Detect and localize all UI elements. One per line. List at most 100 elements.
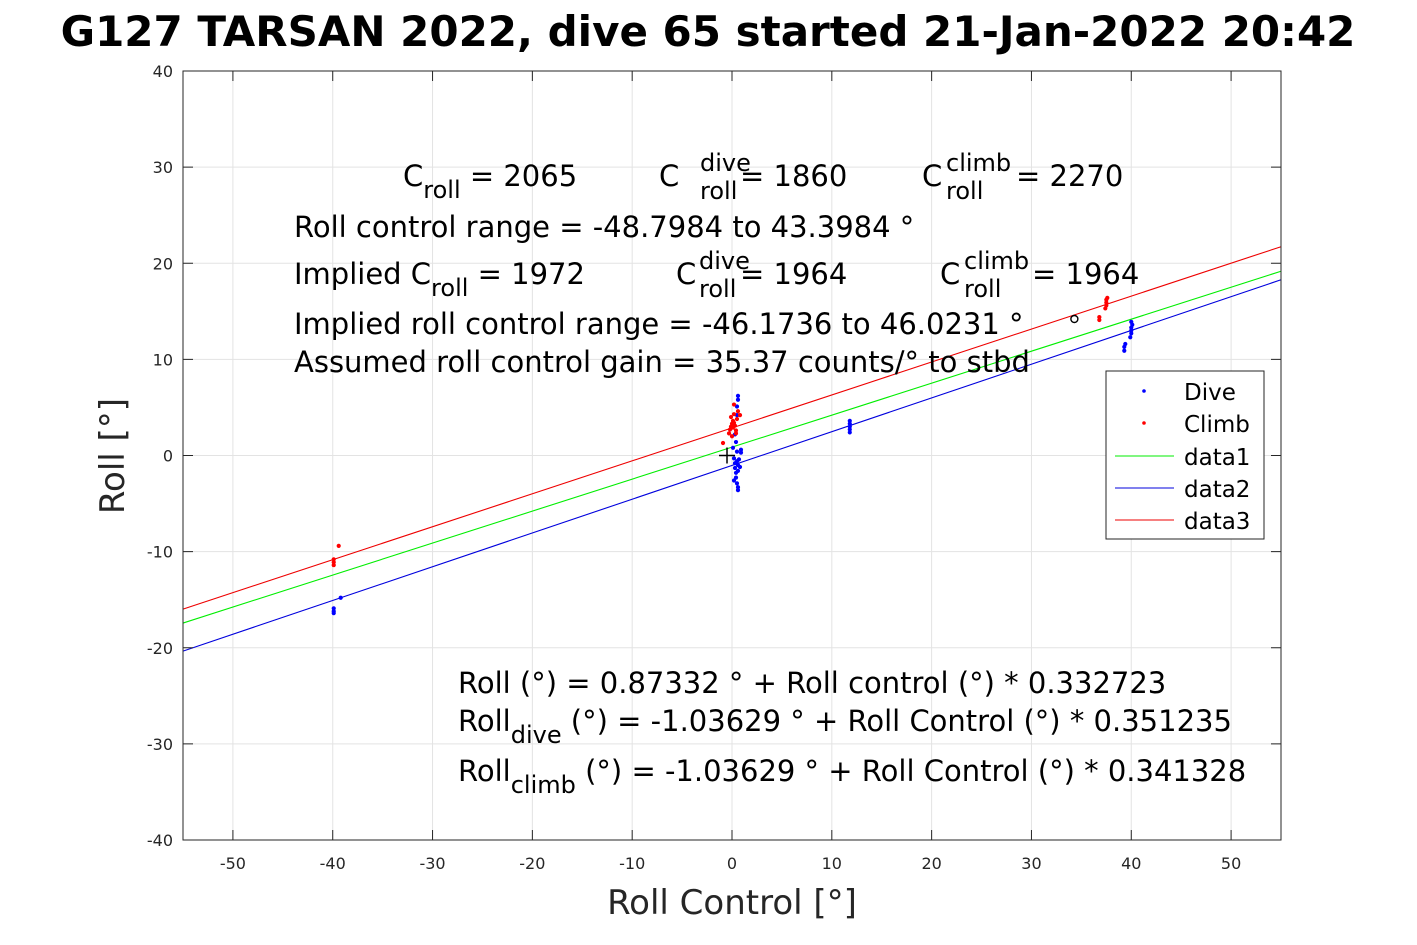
- dive-point: [735, 468, 741, 473]
- annotation-roll-control-range: Roll control range = -48.7984 to 43.3984…: [294, 210, 914, 244]
- annotation-implied-c-roll: Implied Croll = 1972: [294, 257, 585, 302]
- climb-point: [731, 402, 737, 407]
- x-tick-label: 20: [921, 854, 941, 873]
- annotation-implied-c-dive-value: = 1964: [740, 257, 847, 291]
- annotation-implied-c-climb-value: = 1964: [1032, 257, 1139, 291]
- y-tick-label: -30: [147, 735, 173, 754]
- x-tick-label: 30: [1021, 854, 1041, 873]
- y-tick-label: -40: [147, 831, 173, 850]
- annotation-c-climb-sup: climb: [946, 149, 1011, 177]
- climb-point: [1104, 303, 1109, 308]
- dive-point: [1129, 319, 1134, 324]
- climb-point: [1097, 317, 1102, 323]
- dive-point: [734, 404, 740, 409]
- legend-box: [1105, 370, 1265, 540]
- dive-point: [847, 430, 852, 435]
- annotation-fit-roll: Roll (°) = 0.87332 ° + Roll control (°) …: [458, 666, 1166, 700]
- climb-point: [737, 413, 743, 418]
- legend-data3-label: data3: [1184, 509, 1250, 535]
- dive-point: [1123, 341, 1128, 347]
- legend-dive-label: Dive: [1184, 380, 1236, 406]
- dive-point: [735, 485, 741, 490]
- y-tick-label: 40: [153, 62, 173, 81]
- climb-point: [331, 562, 336, 568]
- dive-point: [738, 450, 744, 455]
- data-points: [331, 295, 1135, 616]
- climb-point: [733, 431, 739, 436]
- x-tick-label: 0: [727, 854, 737, 873]
- legend: Dive Climb data1 data2 data3: [1105, 370, 1265, 540]
- dive-point: [732, 465, 738, 471]
- x-tick-label: 40: [1121, 854, 1141, 873]
- y-tick-label: 10: [153, 350, 173, 369]
- dive-point: [1128, 335, 1133, 340]
- axis-ticks: -50 -40 -30 -20 -10 0 10 20 30 40 50 -40 -30 -20 -10 0 1…: [147, 62, 1281, 873]
- climb-point: [730, 425, 736, 430]
- y-tick-label: 20: [153, 254, 173, 273]
- annotation-control-gain: Assumed roll control gain = 35.37 counts…: [294, 345, 1030, 379]
- dive-point: [735, 393, 741, 399]
- climb-point: [731, 420, 737, 425]
- legend-climb-marker: [1142, 421, 1146, 425]
- dive-point: [731, 478, 737, 483]
- annotation-implied-c-climb-sup: climb: [964, 247, 1029, 275]
- annotation-implied-c-climb-sub: roll: [964, 275, 1001, 303]
- climb-point: [728, 414, 734, 420]
- dive-point: [733, 439, 739, 445]
- legend-data2-label: data2: [1184, 477, 1250, 503]
- dive-point: [731, 456, 737, 461]
- dive-point: [331, 606, 336, 611]
- climb-point: [336, 543, 341, 548]
- special-markers: [719, 314, 1079, 464]
- climb-point: [331, 557, 336, 562]
- annotation-implied-c-climb-label: C: [940, 257, 960, 291]
- annotation-c-roll: Croll = 2065: [403, 159, 577, 204]
- dive-point: [738, 447, 744, 452]
- x-tick-label: 50: [1221, 854, 1241, 873]
- dive-point: [730, 445, 736, 450]
- annotation-implied-c-dive-sub: roll: [699, 275, 736, 303]
- dive-point: [847, 418, 852, 423]
- x-tick-label: -40: [320, 854, 346, 873]
- climb-point: [733, 428, 739, 433]
- y-tick-label: 0: [163, 447, 173, 466]
- y-tick-label: -10: [147, 543, 173, 562]
- x-axis-label: Roll Control [°]: [607, 883, 857, 923]
- climb-point: [729, 434, 735, 439]
- dive-point: [736, 457, 742, 462]
- dive-point: [1129, 328, 1134, 333]
- dive-point: [1122, 348, 1127, 353]
- chart-title: G127 TARSAN 2022, dive 65 started 21-Jan…: [61, 7, 1356, 56]
- fit-line-data2: [182, 279, 1282, 652]
- dive-point: [734, 449, 740, 454]
- dive-point: [847, 421, 852, 426]
- climb-point: [734, 416, 740, 422]
- climb-point: [735, 409, 741, 414]
- annotation-c-dive-sup: dive: [700, 149, 751, 177]
- annotation-c-dive-value: = 1860: [740, 159, 847, 193]
- annotation-c-dive-sub: roll: [700, 177, 737, 205]
- climb-point: [731, 412, 737, 417]
- x-tick-label: -10: [619, 854, 645, 873]
- annotation-c-climb-value: = 2270: [1016, 159, 1123, 193]
- climb-point: [1105, 295, 1110, 300]
- x-tick-label: -30: [419, 854, 445, 873]
- annotation-implied-range: Implied roll control range = -46.1736 to…: [294, 307, 1024, 341]
- dive-point: [847, 424, 852, 429]
- y-tick-label: -20: [147, 639, 173, 658]
- legend-climb-label: Climb: [1184, 412, 1250, 438]
- annotation-c-climb-label: C: [922, 159, 942, 193]
- x-tick-label: 10: [822, 854, 842, 873]
- x-tick-label: -20: [519, 854, 545, 873]
- annotation-fit-roll-dive: Rolldive (°) = -1.03629 ° + Roll Control…: [458, 704, 1232, 749]
- x-tick-label: -50: [220, 854, 246, 873]
- dive-point: [737, 464, 743, 470]
- y-tick-label: 30: [153, 158, 173, 177]
- climb-point: [720, 440, 726, 446]
- y-axis-label: Roll [°]: [93, 398, 133, 514]
- climb-point: [726, 431, 732, 436]
- climb-point: [331, 560, 336, 565]
- dive-point: [1129, 331, 1134, 336]
- annotation-fit-roll-climb: Rollclimb (°) = -1.03629 ° + Roll Contro…: [458, 754, 1246, 799]
